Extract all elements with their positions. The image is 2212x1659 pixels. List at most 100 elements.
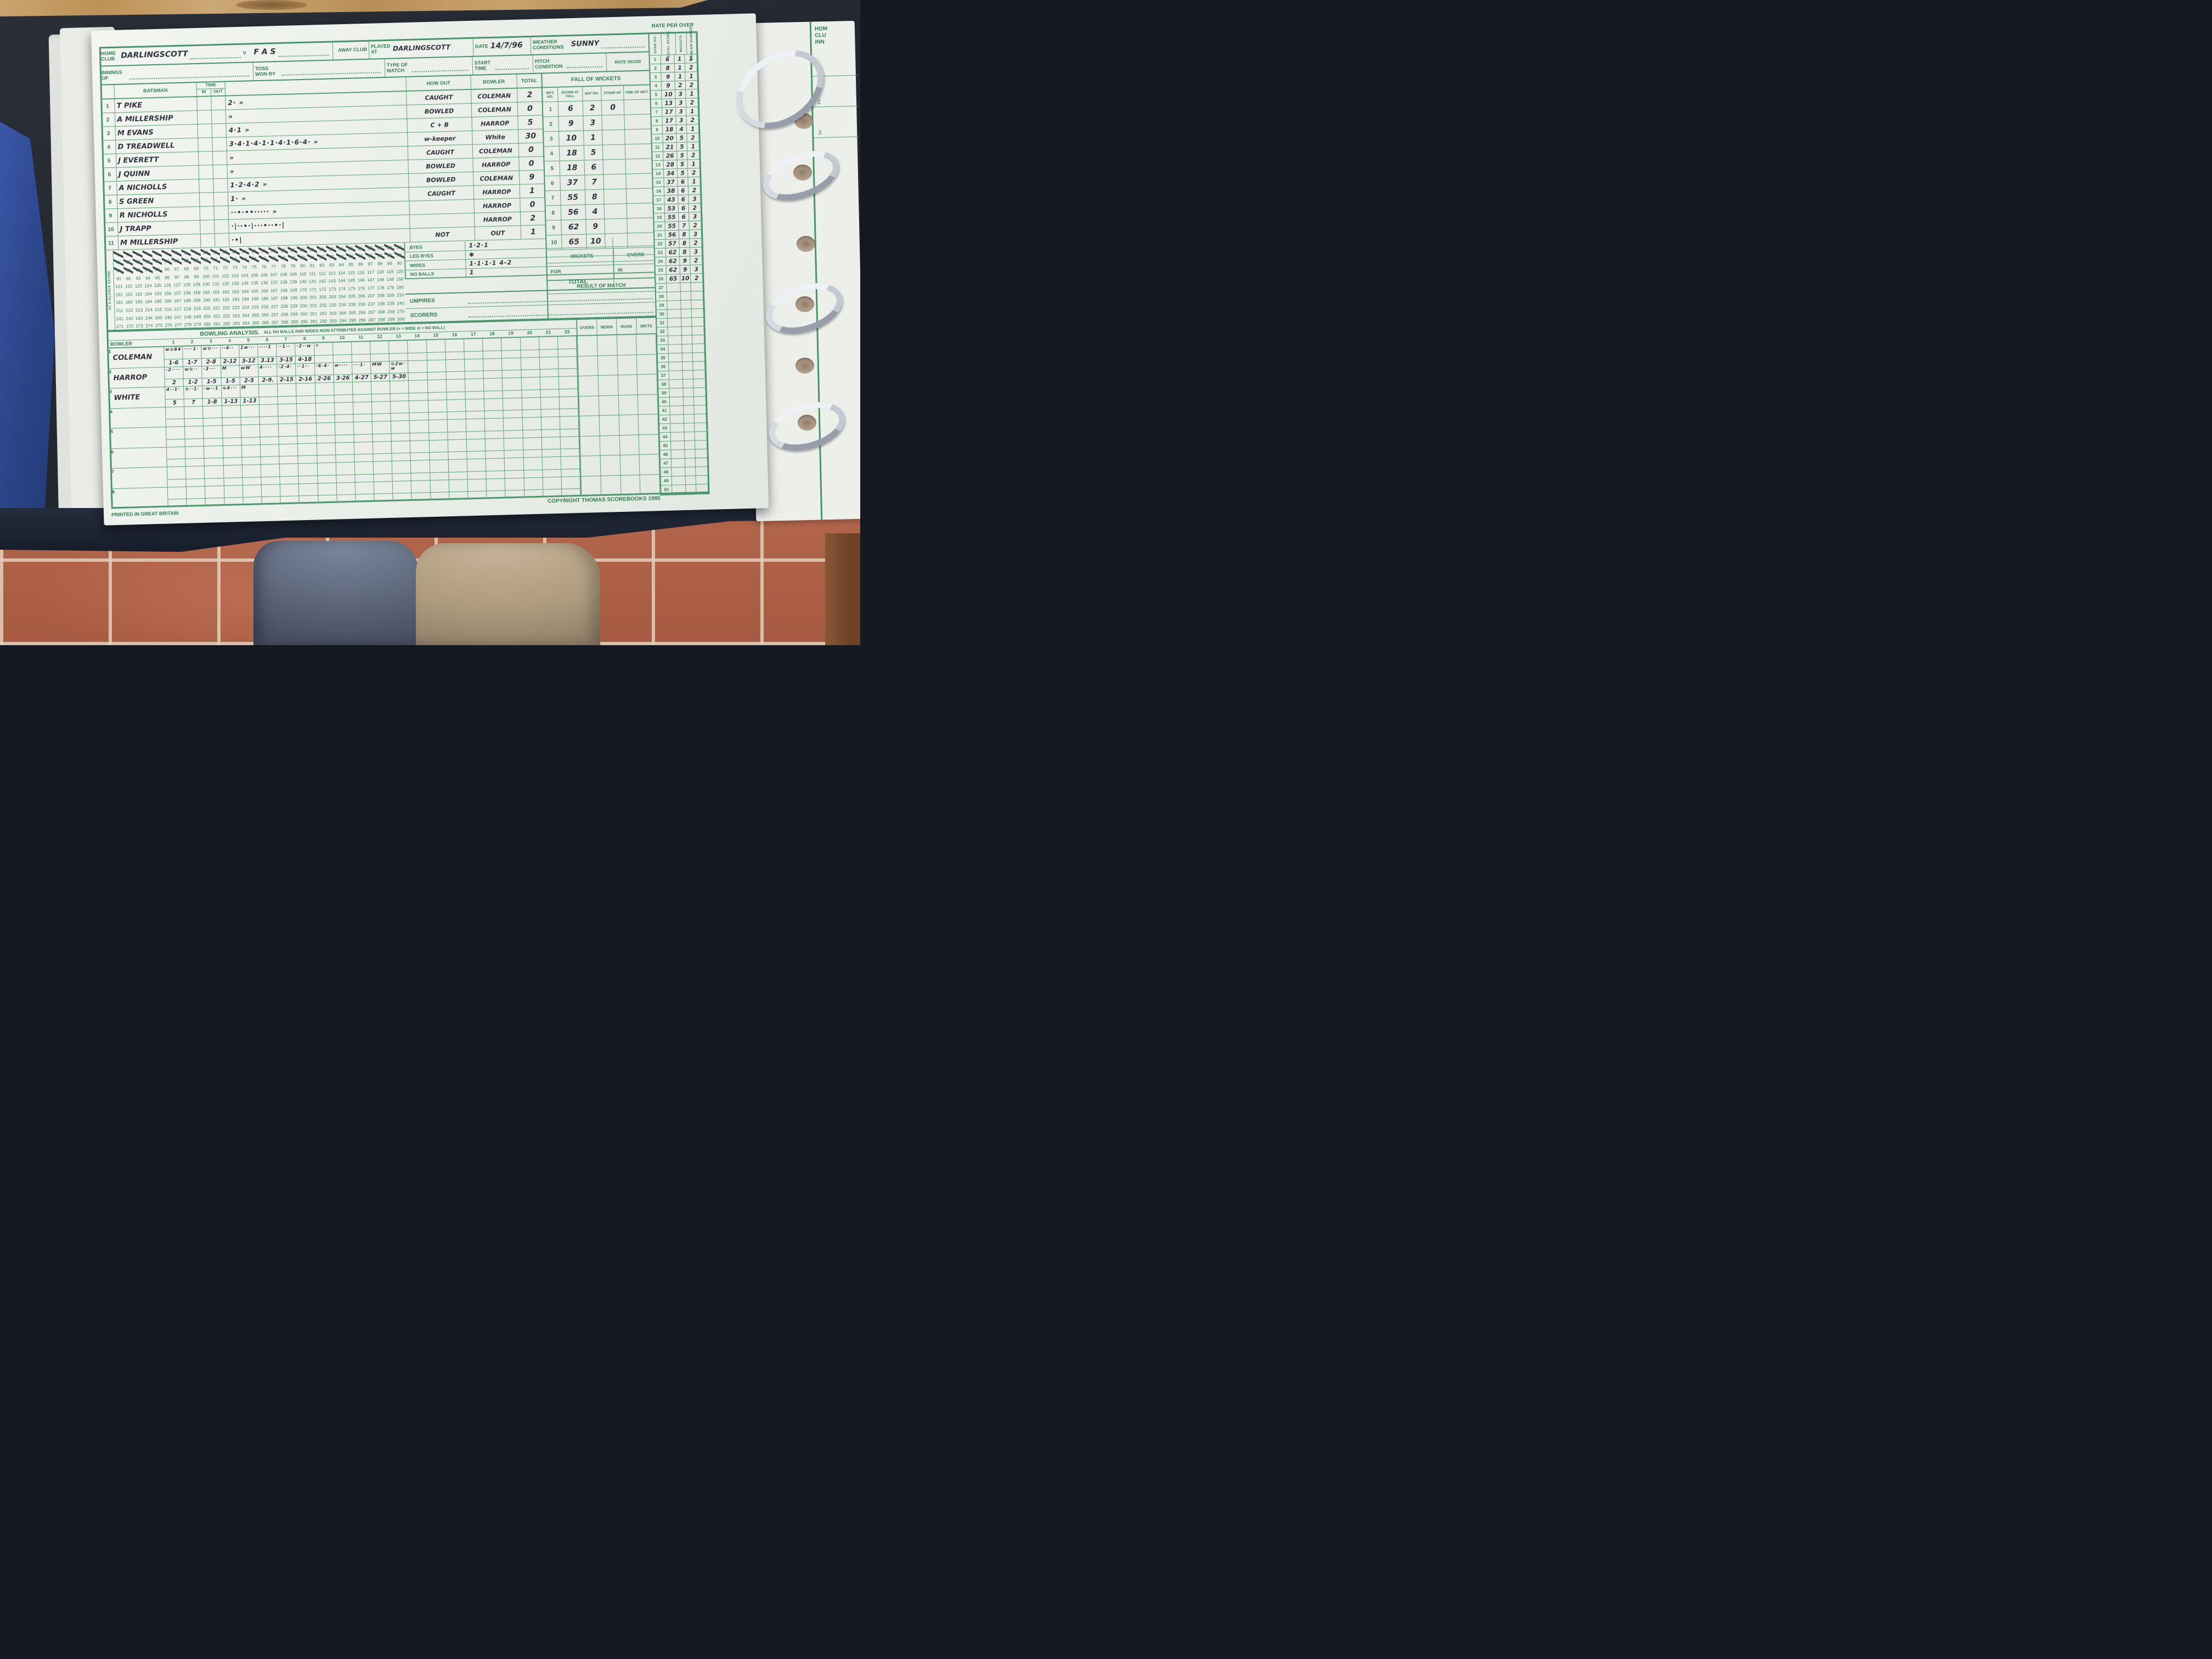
over-bowler-number: 3	[690, 264, 703, 274]
over-number: 21	[654, 230, 666, 240]
time-out-cell	[212, 151, 228, 165]
time-in-cell	[197, 97, 212, 110]
bowling-over-cell	[167, 466, 187, 487]
bowling-over-cell	[501, 337, 521, 358]
over-cumulative-figures	[354, 433, 373, 442]
bat-number: 5	[584, 145, 603, 160]
glance-number: 3	[132, 250, 143, 258]
glance-number: 83	[329, 262, 335, 268]
over-balls	[185, 446, 204, 459]
over-total-score: 38	[664, 187, 679, 195]
bowling-over-cell	[427, 359, 447, 380]
over-total-score	[671, 449, 685, 459]
bat-number: 2	[583, 100, 602, 116]
bowling-over-cell	[448, 439, 467, 460]
time-in-cell	[200, 206, 215, 220]
glance-number: 179	[386, 285, 394, 290]
over-balls	[448, 419, 466, 432]
over-bowler-number: 2	[687, 168, 701, 177]
glance-number: 266	[358, 309, 366, 315]
bowling-over-cell	[409, 380, 428, 400]
over-cumulative-figures	[502, 369, 521, 378]
over-bowler-number: 2	[690, 256, 703, 265]
over-wickets	[681, 318, 692, 327]
glance-number: 228	[280, 303, 289, 309]
over-balls	[521, 377, 540, 390]
over-balls	[166, 407, 184, 419]
over-balls	[558, 336, 577, 349]
bowling-over-cell	[505, 478, 525, 498]
glance-number: 79	[290, 263, 296, 269]
glance-number: 192	[222, 297, 230, 303]
over-balls	[354, 422, 373, 435]
over-bowler-number	[691, 282, 703, 291]
glance-number: 156	[163, 291, 172, 296]
over-cumulative-figures	[521, 369, 540, 377]
over-balls	[392, 461, 411, 473]
glance-number: 162	[222, 289, 230, 295]
glance-number: 211	[116, 308, 123, 313]
glance-number: 225	[251, 304, 259, 310]
glance-number: 81	[309, 263, 315, 268]
bowling-over-cell	[186, 466, 206, 487]
wides-total-cell	[613, 255, 654, 264]
over-cumulative-figures	[503, 409, 522, 418]
glance-number: 217	[174, 306, 182, 312]
glance-number: 28	[375, 244, 385, 252]
glance-number: 297	[368, 317, 376, 323]
bowling-over-cell	[465, 398, 485, 419]
over-balls	[504, 438, 523, 450]
glance-number: 53	[326, 253, 337, 262]
bowling-summary-cell	[579, 396, 600, 416]
bowling-row-index: 4	[110, 409, 113, 414]
over-bowler-number: 3	[689, 195, 701, 204]
over-balls	[356, 482, 374, 494]
over-cumulative-figures	[558, 368, 577, 376]
glance-number: 255	[251, 312, 259, 318]
over-bowler-number	[692, 335, 705, 344]
stand-of	[602, 115, 625, 130]
no-balls-total-cell	[613, 263, 654, 273]
stand-of: 0	[601, 100, 625, 115]
glance-number: 277	[174, 322, 182, 328]
glance-number: 89	[387, 261, 393, 266]
glance-number: 177	[367, 285, 375, 291]
over-total-score: 34	[663, 169, 678, 178]
over-cumulative-figures	[336, 454, 354, 462]
bowling-summary-cell	[578, 376, 599, 396]
over-balls	[505, 458, 523, 471]
bowling-over-cell: ⊙··1· 7	[184, 386, 204, 407]
over-number: 40	[658, 397, 670, 407]
score-at-fall: 10	[558, 131, 585, 146]
bowling-over-cell	[446, 379, 466, 399]
over-balls: wW	[240, 365, 251, 370]
over-wickets: 1	[675, 72, 686, 81]
glance-number: 101	[212, 273, 219, 279]
over-balls	[166, 427, 185, 439]
scorers-label: SCORERS	[410, 312, 438, 319]
bowling-over-cell	[315, 382, 335, 403]
punch-hole	[797, 236, 815, 252]
over-balls	[428, 420, 447, 432]
over-wickets: 5	[676, 133, 687, 143]
bowling-summary-cell	[636, 334, 657, 354]
over-cumulative-figures	[430, 471, 449, 480]
bowling-over-cell: 4··1· 5	[165, 386, 185, 407]
played-at-value: DARLINGSCOTT	[392, 43, 450, 53]
glance-number: 82	[319, 262, 325, 268]
score-at-fall: 18	[560, 160, 585, 176]
over-total-score	[668, 344, 682, 353]
bowling-over-cell	[524, 477, 544, 498]
over-number: 6	[651, 99, 663, 108]
over-number: 33	[657, 336, 669, 345]
over-cumulative-figures	[484, 390, 503, 398]
over-wickets: 6	[678, 195, 689, 204]
over-wickets	[682, 353, 693, 362]
punch-hole	[794, 113, 813, 129]
bowling-over-cell: ····1· 1-7	[183, 346, 202, 366]
glance-number: 118	[376, 269, 384, 275]
glance-number: 233	[329, 302, 337, 308]
glance-number: 129	[193, 282, 201, 287]
over-cumulative-figures	[298, 455, 317, 464]
over-balls	[485, 419, 504, 431]
